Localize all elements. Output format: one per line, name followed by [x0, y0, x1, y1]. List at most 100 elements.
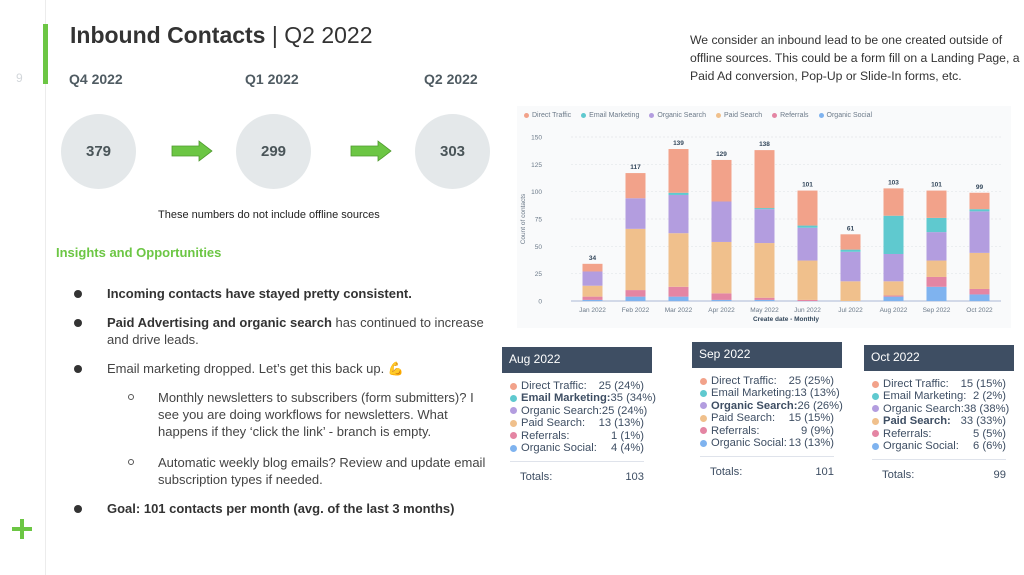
source-label: Referrals:: [521, 429, 570, 442]
x-tick-label: Aug 2022: [880, 307, 908, 314]
source-row: Organic Search: 38 (38%): [872, 403, 1009, 415]
source-value: 13 (13%): [788, 436, 834, 449]
insight-bold-text: Paid Advertising and organic search: [107, 315, 332, 330]
page-title: Inbound Contacts | Q2 2022: [70, 22, 373, 49]
insight-item: Incoming contacts have stayed pretty con…: [70, 285, 490, 302]
y-tick-label: 125: [531, 162, 542, 169]
card-title: Aug 2022: [502, 347, 652, 373]
source-color-icon: [872, 380, 879, 388]
legend-swatch-icon: [818, 113, 824, 118]
bar-segment-organic-search: [754, 209, 775, 244]
bar-segment-paid-search: [582, 285, 603, 297]
y-tick-label: 25: [535, 271, 543, 278]
legend-swatch-icon: [649, 113, 655, 118]
quarter-label: Q4 2022: [69, 71, 123, 87]
legend-item[interactable]: Paid Search: [715, 112, 762, 119]
card-totals: Totals: 99: [864, 469, 1014, 481]
source-row: Organic Search: 26 (26%): [700, 400, 843, 412]
page-title-bold: Inbound Contacts: [70, 22, 266, 48]
card-divider: [872, 459, 1006, 461]
bar-segment-organic-social: [754, 299, 775, 301]
source-color-icon: [700, 414, 707, 422]
bar-total-label: 129: [716, 151, 727, 158]
insight-text: has continued to increase and drive lead…: [107, 315, 484, 347]
source-row: Organic Search: 25 (24%): [510, 404, 647, 417]
bar-segment-organic-social: [711, 299, 732, 301]
bar-segment-direct-traffic: [969, 192, 990, 210]
x-tick-label: Apr 2022: [708, 307, 735, 314]
hollow-bullet-icon: [128, 459, 134, 465]
insight-item: Goal: 101 contacts per month (avg. of th…: [70, 500, 490, 517]
card-body: Direct Traffic: 25 (25%) Email Marketing: 1…: [692, 368, 843, 458]
month-summary-card: Aug 2022 Direct Traffic: 25 (24%) Email Mar…: [502, 347, 656, 483]
bar-segment-organic-search: [668, 194, 689, 234]
source-row: Referrals: 1 (1%): [510, 430, 644, 442]
bar-segment-organic-search: [797, 227, 818, 261]
bar-segment-paid-search: [840, 281, 861, 301]
legend-label: Direct Traffic: [532, 112, 572, 119]
plus-icon[interactable]: [11, 518, 33, 540]
bar-segment-referrals: [582, 296, 603, 300]
x-axis-label: Create date - Monthly: [753, 316, 819, 323]
bar-total-label: 139: [673, 140, 684, 147]
bar-segment-paid-search: [883, 281, 904, 296]
legend-swatch-icon: [715, 113, 721, 118]
source-row: Referrals: 9 (9%): [700, 425, 834, 437]
title-accent-bar: [43, 24, 48, 84]
source-color-icon: [510, 432, 517, 440]
bar-segment-direct-traffic: [668, 149, 689, 193]
y-tick-label: 150: [531, 135, 542, 142]
source-color-icon: [872, 405, 879, 413]
insight-item: Email marketing dropped. Let’s get this …: [70, 360, 490, 377]
bar-segment-referrals: [625, 290, 646, 297]
legend-swatch-icon: [524, 113, 529, 118]
bar-total-label: 138: [759, 141, 770, 148]
source-value: 4 (4%): [611, 441, 644, 454]
totals-value: 99: [993, 469, 1006, 482]
quarter-label: Q2 2022: [424, 71, 478, 87]
legend-item[interactable]: Organic Social: [818, 112, 872, 119]
bar-segment-direct-traffic: [840, 234, 861, 250]
flexed-bicep-icon: 💪: [387, 361, 405, 376]
bar-total-label: 103: [888, 179, 899, 186]
left-margin-rule: [45, 0, 46, 575]
bar-total-label: 34: [589, 255, 597, 262]
source-color-icon: [510, 407, 517, 415]
x-tick-label: Jul 2022: [838, 307, 863, 314]
source-label: Referrals:: [711, 424, 760, 437]
source-row: Referrals: 5 (5%): [872, 428, 1006, 440]
legend-item[interactable]: Email Marketing: [581, 112, 639, 119]
bar-segment-direct-traffic: [883, 188, 904, 216]
insight-subitem: Monthly newsletters to subscribers (form…: [70, 389, 490, 440]
legend-item[interactable]: Referrals: [772, 112, 809, 119]
bar-segment-paid-search: [711, 241, 732, 294]
source-color-icon: [872, 393, 879, 401]
bar-total-label: 117: [630, 164, 641, 171]
legend-item[interactable]: Organic Search: [649, 112, 706, 119]
x-tick-label: Feb 2022: [622, 307, 650, 314]
source-color-icon: [700, 377, 707, 385]
month-summary-card: Oct 2022 Direct Traffic: 15 (15%) Email Mar…: [864, 345, 1014, 481]
bar-segment-direct-traffic: [582, 263, 603, 272]
card-totals: Totals: 103: [502, 471, 652, 483]
bar-total-label: 101: [931, 182, 942, 189]
insight-text: Email marketing dropped. Let’s get this …: [107, 361, 388, 376]
bar-segment-paid-search: [797, 260, 818, 300]
source-row: Organic Social: 4 (4%): [510, 442, 644, 454]
bar-segment-organic-social: [625, 296, 646, 301]
y-tick-label: 0: [538, 299, 542, 306]
x-tick-label: Jun 2022: [794, 307, 821, 314]
legend-item[interactable]: Direct Traffic: [524, 112, 571, 119]
source-value: 35 (34%): [610, 392, 656, 405]
quarter-count-circle: 379: [61, 114, 136, 189]
bar-segment-organic-search: [625, 198, 646, 229]
source-row: Organic Social: 13 (13%): [700, 437, 834, 449]
source-label: Organic Search:: [521, 404, 602, 417]
totals-label: Totals:: [520, 471, 553, 484]
source-label: Email Marketing:: [883, 390, 967, 403]
source-color-icon: [700, 402, 707, 410]
stacked-bar-chart: 0 25 50 75 100 125 150 Count of contacts 34 Jan 2…: [520, 135, 1001, 323]
quarter-count-circle: 303: [415, 114, 490, 189]
source-color-icon: [700, 427, 707, 435]
source-row: Direct Traffic: 15 (15%): [872, 378, 1006, 390]
